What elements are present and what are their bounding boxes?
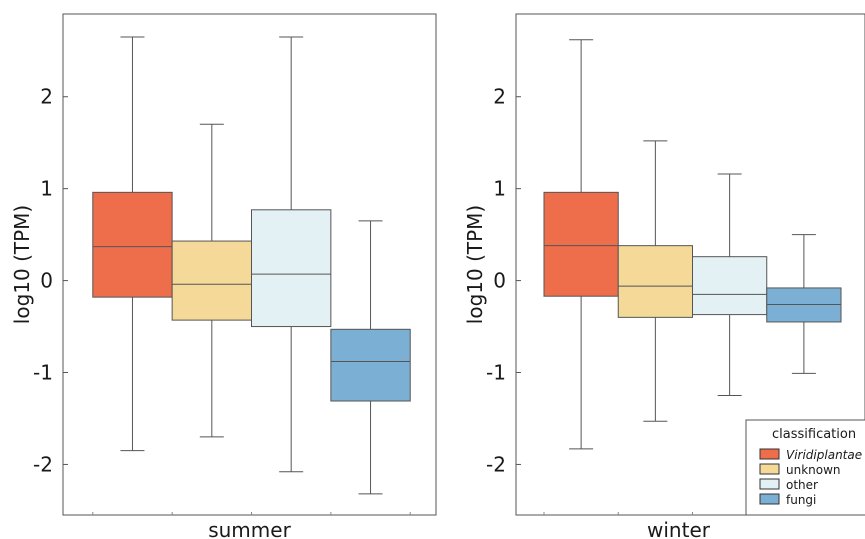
box-viridiplantae (92, 36, 173, 452)
legend-title: classification (772, 427, 856, 442)
y-tick-label: -1 (486, 361, 506, 385)
box-unknown (171, 123, 252, 438)
iqr-box (617, 245, 694, 318)
box-other (251, 36, 332, 473)
y-tick-label: 1 (493, 177, 506, 201)
legend-label: Viridiplantae (786, 448, 862, 462)
y-tick-label: -2 (33, 452, 53, 476)
y-axis-title: log10 (TPM) (463, 205, 487, 324)
iqr-box (251, 209, 332, 328)
box-viridiplantae (543, 39, 619, 450)
y-axis-title: log10 (TPM) (10, 205, 34, 324)
y-tick-label: -2 (486, 452, 506, 476)
box-unknown (617, 140, 694, 422)
y-tick-label: 2 (493, 85, 506, 109)
y-tick-label: 2 (40, 85, 53, 109)
legend-label: fungi (786, 493, 816, 507)
legend-swatch (759, 448, 780, 460)
iqr-box (692, 256, 768, 316)
panel-summer: -2 -1 0 1 2 log10 (TPM) summer (10, 13, 437, 539)
iqr-box (543, 191, 619, 297)
y-tick-label: -1 (33, 361, 53, 385)
box-fungi (330, 220, 411, 495)
iqr-box (92, 191, 173, 298)
iqr-box (171, 240, 252, 321)
panel-winter: -2 -1 0 1 2 log10 (TPM) winter (463, 13, 865, 539)
legend-swatch (759, 463, 780, 475)
y-tick-label: 0 (40, 269, 53, 293)
legend-label: unknown (786, 463, 841, 477)
y-tick-label: 0 (493, 269, 506, 293)
legend-swatch (759, 493, 780, 505)
panel-label: winter (647, 518, 711, 539)
y-tick-label: 1 (40, 177, 53, 201)
panel-label: summer (208, 518, 291, 539)
legend: classification Viridiplantaeunknownotherf… (745, 419, 865, 516)
box-fungi (766, 234, 842, 374)
plot-frame (62, 13, 437, 516)
legend-swatch (759, 478, 780, 490)
legend-label: other (786, 478, 818, 492)
iqr-box (330, 328, 411, 402)
plot-frame (515, 13, 865, 516)
box-other (692, 173, 768, 396)
